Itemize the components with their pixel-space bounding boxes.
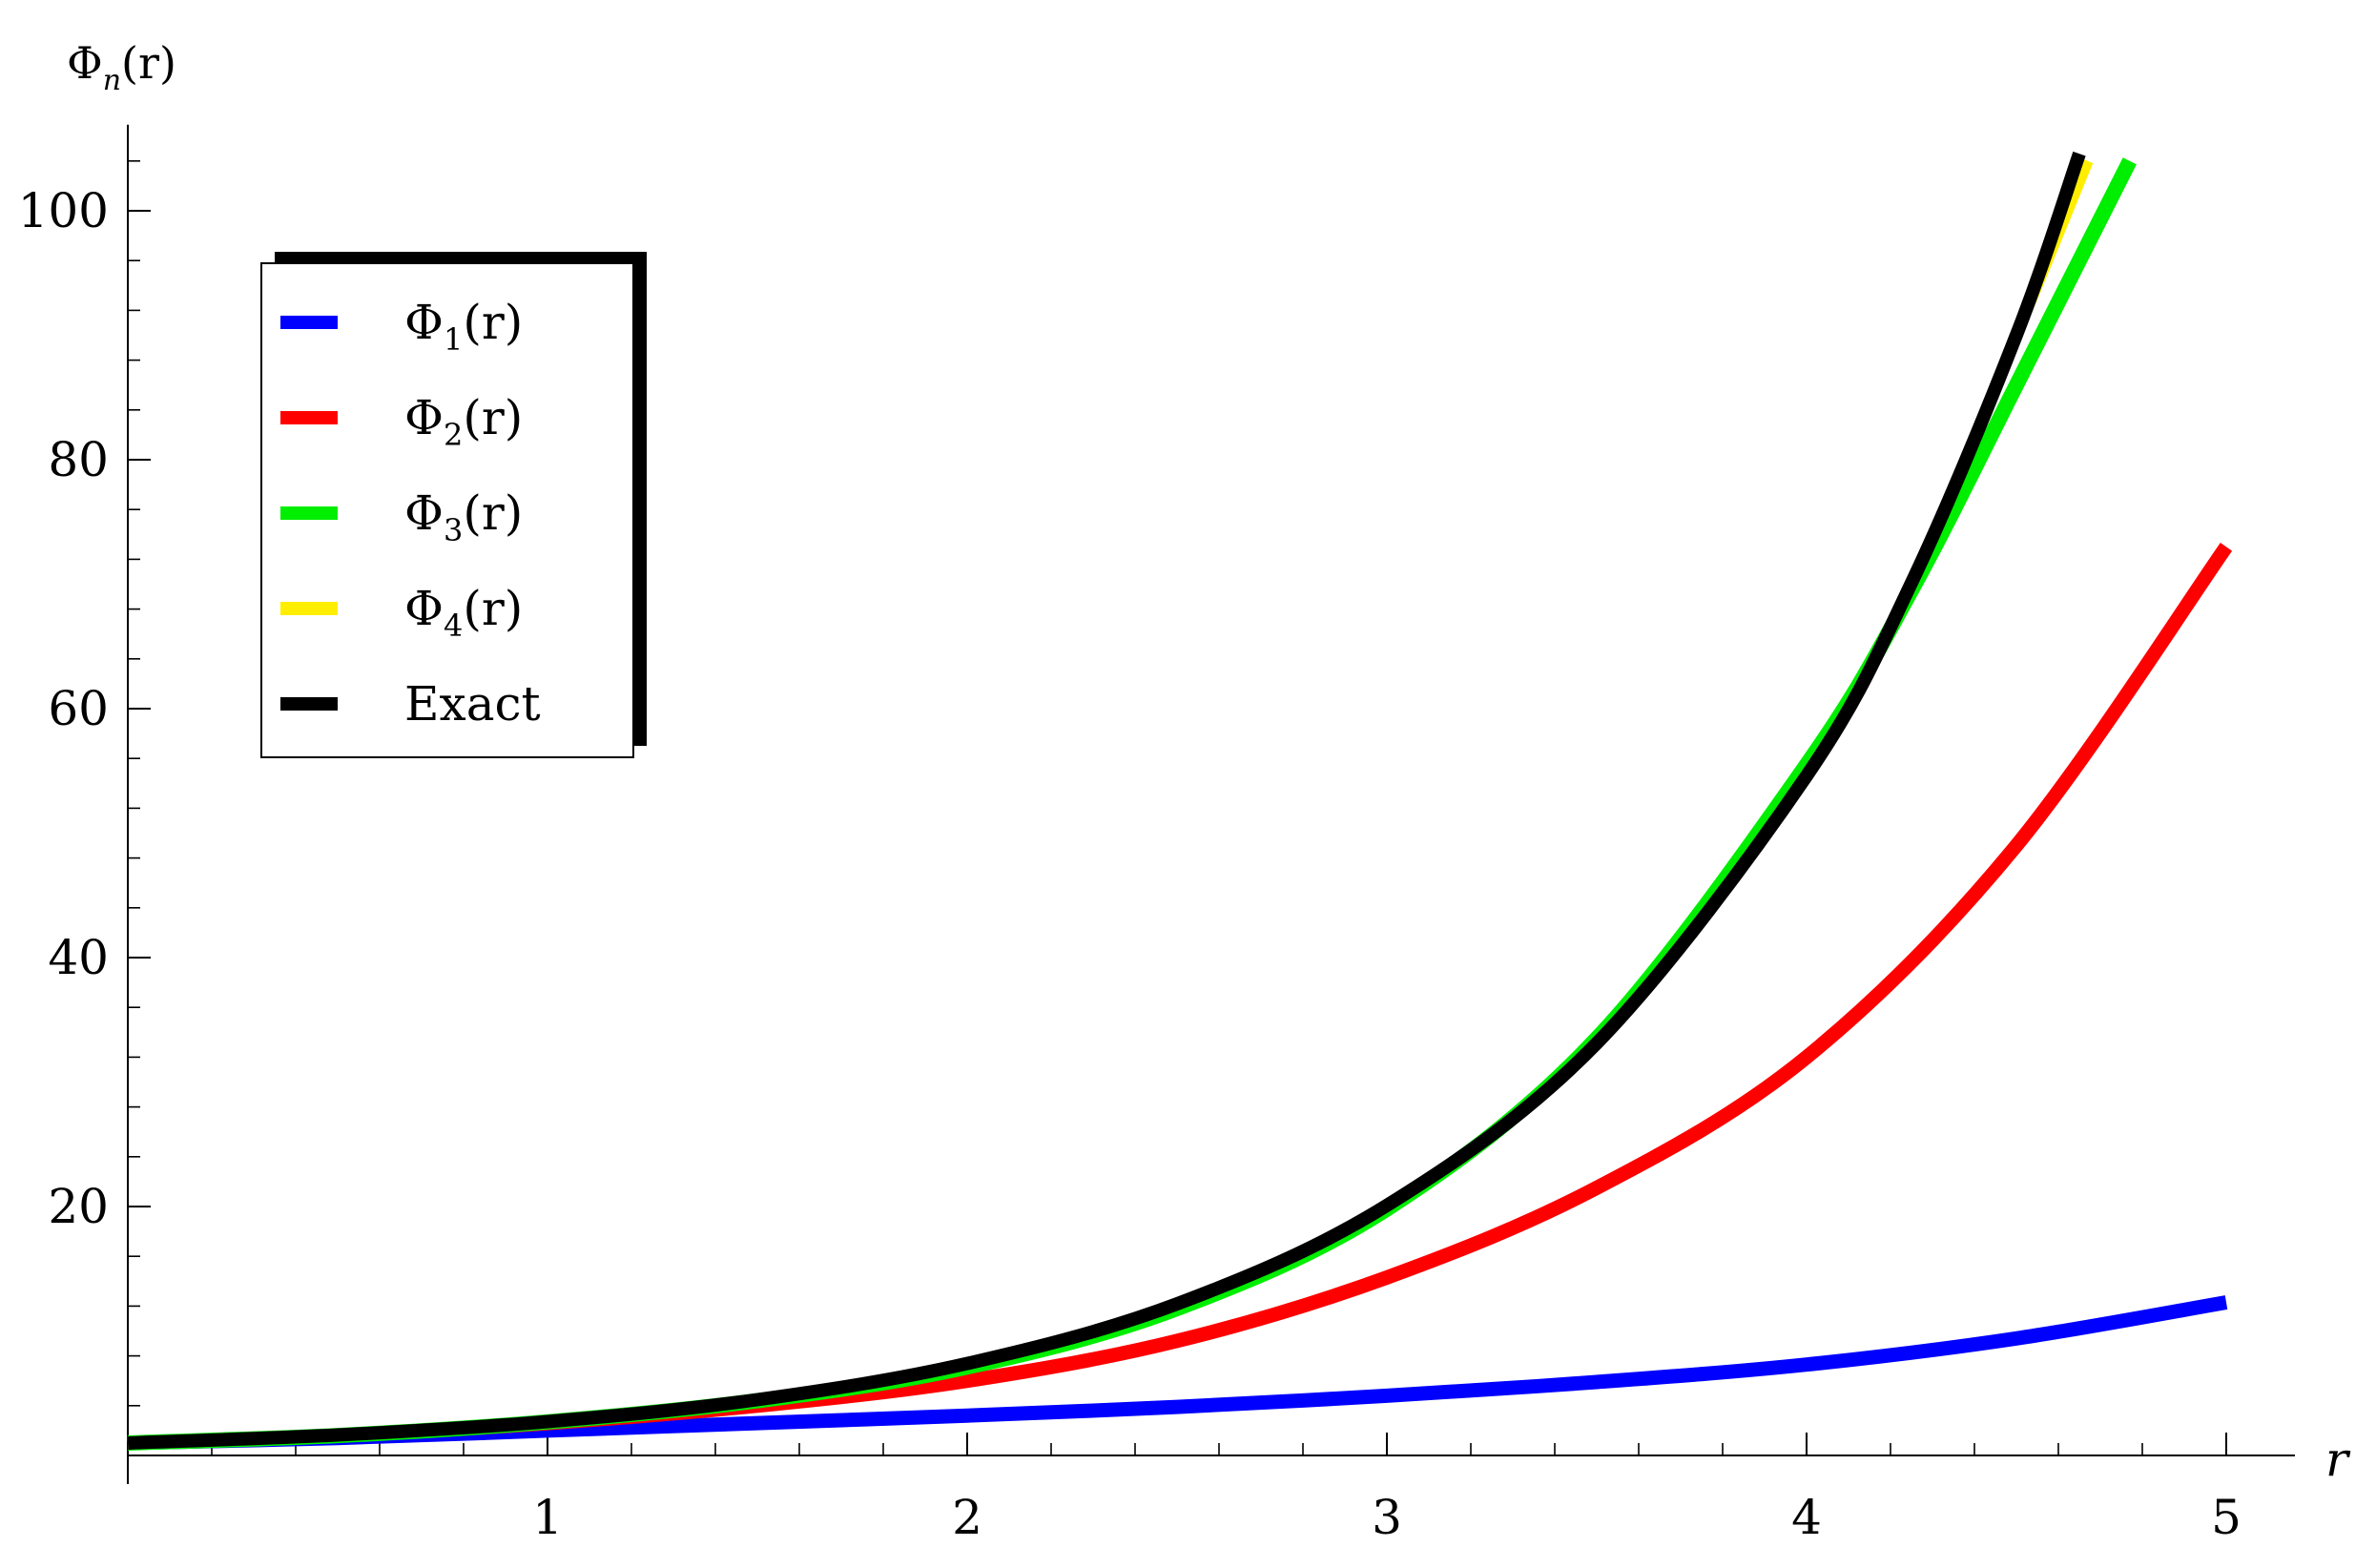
y-tick-label: 100 bbox=[18, 183, 109, 238]
x-tick-label: 2 bbox=[952, 1490, 982, 1545]
x-axis-title: r bbox=[2325, 1432, 2351, 1487]
svg-text:Φn(r): Φn(r) bbox=[67, 37, 176, 97]
x-tick-label: 3 bbox=[1372, 1490, 1402, 1545]
y-axis-title-sub: n bbox=[103, 64, 121, 97]
x-tick-label: 4 bbox=[1791, 1490, 1822, 1545]
x-tick-label: 5 bbox=[2211, 1490, 2242, 1545]
y-axis-title-base: Φ bbox=[67, 37, 103, 89]
legend-label-phi-2: Φ2(r) bbox=[404, 390, 523, 453]
legend-label-exact: Exact bbox=[404, 676, 541, 732]
legend-label-phi-3: Φ3(r) bbox=[404, 485, 523, 548]
y-tick-label: 80 bbox=[48, 432, 109, 487]
legend-label-phi-1: Φ1(r) bbox=[404, 295, 523, 358]
y-axis-title-suffix: (r) bbox=[121, 37, 176, 89]
x-tick-label: 1 bbox=[532, 1490, 563, 1545]
y-axis-title: Φn(r) bbox=[67, 37, 176, 97]
series-layer bbox=[127, 151, 2233, 1451]
y-tick-label: 40 bbox=[48, 930, 109, 985]
series-line-exact bbox=[127, 151, 2086, 1450]
y-tick-label: 20 bbox=[48, 1179, 109, 1234]
legend-label-phi-4: Φ4(r) bbox=[404, 581, 523, 644]
y-tick-label: 60 bbox=[48, 681, 109, 736]
legend: Φ1(r) Φ2(r) Φ3(r) Φ4(r) Exact bbox=[260, 252, 647, 758]
